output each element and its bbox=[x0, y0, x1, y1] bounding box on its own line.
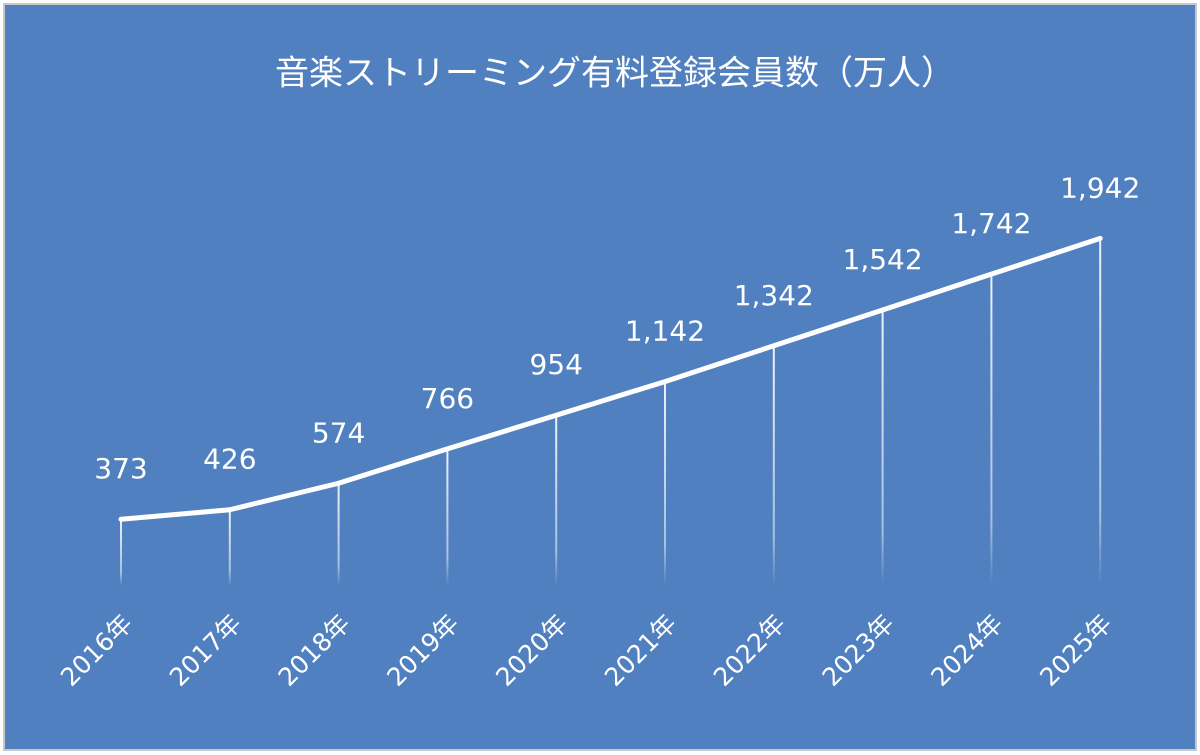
drop-line bbox=[120, 519, 122, 586]
data-label: 1,942 bbox=[1060, 171, 1140, 204]
drop-line bbox=[664, 381, 666, 586]
drop-line bbox=[772, 345, 775, 586]
data-label: 954 bbox=[529, 348, 582, 381]
data-label: 373 bbox=[94, 452, 147, 485]
data-label: 766 bbox=[421, 382, 474, 415]
data-label: 574 bbox=[312, 416, 365, 449]
drop-line bbox=[446, 448, 449, 586]
data-label: 1,142 bbox=[625, 315, 705, 348]
data-label: 1,542 bbox=[843, 243, 923, 276]
line-series bbox=[118, 235, 1103, 522]
drop-line bbox=[228, 509, 231, 586]
data-label: 1,342 bbox=[734, 279, 814, 312]
drop-line bbox=[881, 309, 884, 586]
chart-title: 音楽ストリーミング有料登録会員数（万人） bbox=[275, 54, 955, 94]
drop-line bbox=[337, 483, 340, 586]
plot-background bbox=[3, 3, 1197, 751]
data-label: 1,742 bbox=[951, 207, 1031, 240]
data-label: 426 bbox=[203, 443, 256, 476]
drop-line bbox=[1099, 238, 1102, 586]
drop-line bbox=[990, 274, 993, 586]
drop-line bbox=[555, 415, 558, 586]
